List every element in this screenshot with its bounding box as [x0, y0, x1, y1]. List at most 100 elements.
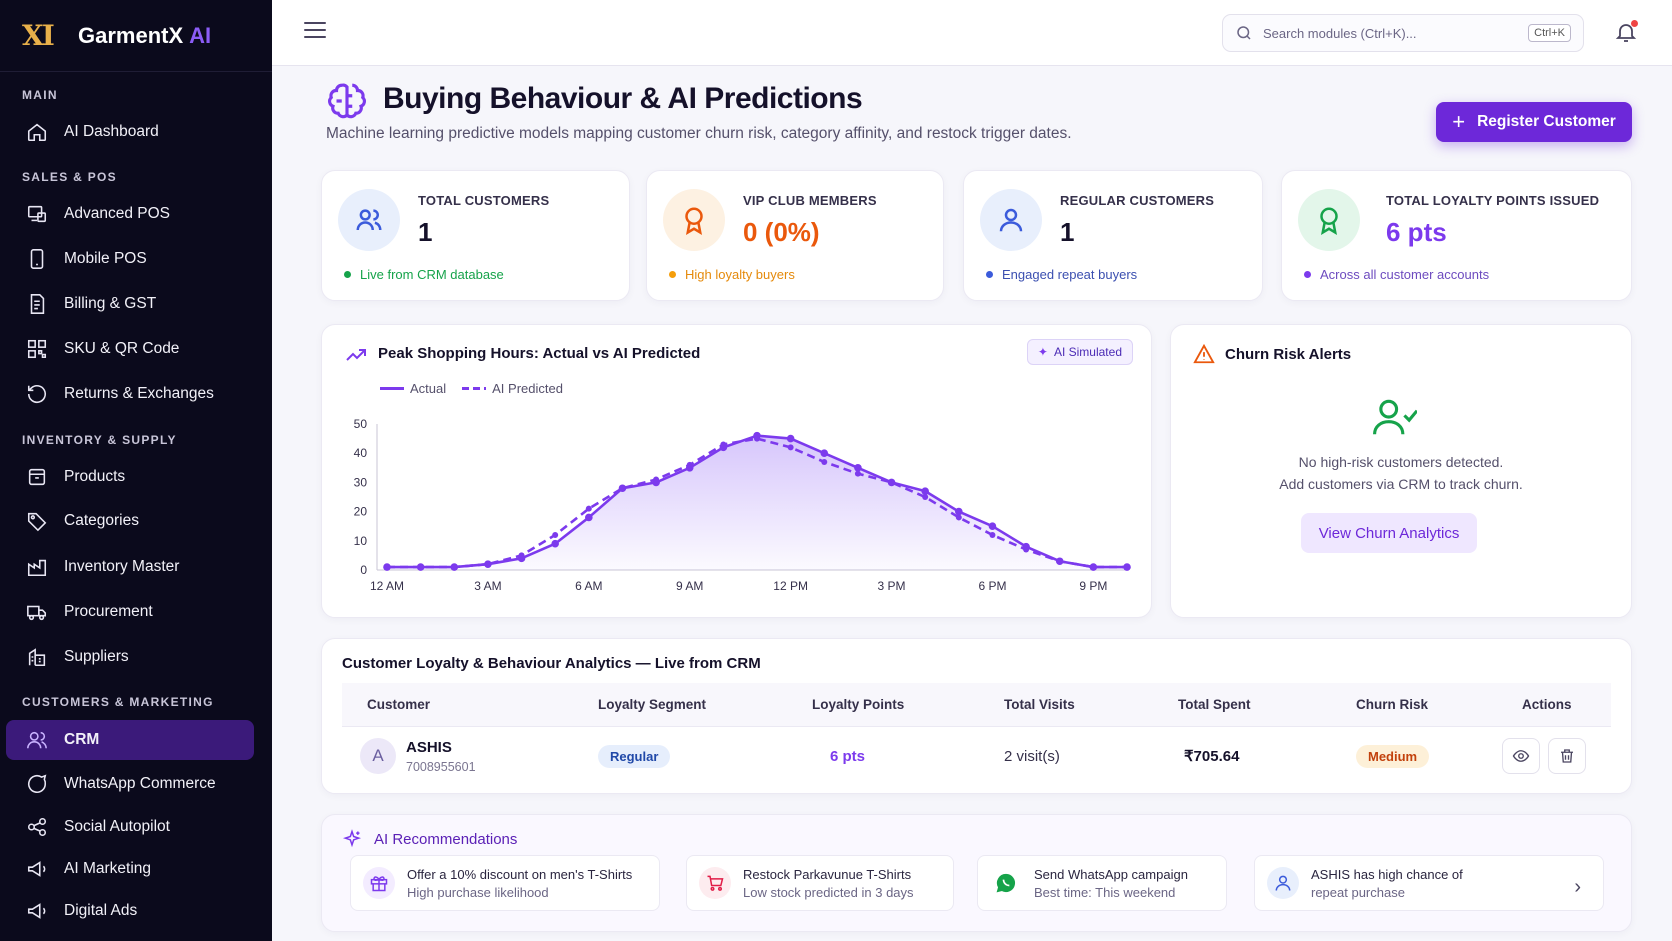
point-predicted [720, 441, 727, 448]
sidebar-item-mobile-pos[interactable]: Mobile POS [6, 239, 254, 279]
loyalty-table-card: Customer Loyalty & Behaviour Analytics —… [321, 638, 1632, 794]
nav-section-customers: CUSTOMERS & MARKETING [22, 695, 214, 709]
chart-card: Peak Shopping Hours: Actual vs AI Predic… [321, 324, 1152, 618]
menu-toggle-icon[interactable] [304, 22, 326, 42]
point-actual [955, 507, 963, 516]
col-customer[interactable]: Customer [367, 697, 431, 712]
point-predicted [821, 458, 828, 465]
chart-title: Peak Shopping Hours: Actual vs AI Predic… [378, 345, 701, 362]
stat-value: 1 [418, 217, 433, 247]
point-actual [988, 522, 997, 530]
x-tick-label: 3 AM [474, 579, 501, 593]
point-predicted [451, 564, 458, 571]
megaphone-icon [27, 861, 46, 877]
x-tick-label: 12 AM [370, 579, 404, 593]
stat-note: Across all customer accounts [1304, 267, 1489, 282]
sidebar-item-categories[interactable]: Categories [6, 501, 254, 541]
search-input[interactable] [1263, 25, 1523, 41]
churn-heading: Churn Risk Alerts [1193, 343, 1351, 365]
x-tick-label: 12 PM [773, 579, 808, 593]
sidebar-item-returns[interactable]: Returns & Exchanges [6, 374, 254, 414]
stat-card-total-customers: TOTAL CUSTOMERS 1 Live from CRM database [321, 170, 630, 301]
stat-value: 0 (0%) [743, 217, 820, 247]
pos-icon [27, 205, 47, 223]
view-button[interactable] [1502, 738, 1540, 774]
chevron-right-icon[interactable]: › [1574, 876, 1581, 898]
sparkle-icon [342, 829, 362, 848]
spent-cell: ₹705.64 [1184, 748, 1240, 765]
truck-icon [27, 605, 47, 621]
award-icon [663, 189, 725, 251]
customer-name: ASHIS [406, 738, 452, 756]
stat-note: Live from CRM database [344, 267, 504, 282]
col-visits[interactable]: Total Visits [1004, 697, 1075, 712]
point-predicted [1056, 558, 1063, 565]
line-chart: 0 10 20 30 40 50 12 AM 3 AM 6 AM 9 AM 12 PM 3 PM 6 P… [354, 417, 1131, 593]
sidebar: XI GarmentX AI MAIN AI Dashboard SALES & … [0, 0, 272, 941]
point-predicted [1023, 546, 1030, 553]
col-segment[interactable]: Loyalty Segment [598, 697, 707, 712]
whatsapp-icon [990, 867, 1022, 899]
megaphone-icon [27, 903, 46, 919]
delete-button[interactable] [1548, 738, 1586, 774]
nav-section-sales: SALES & POS [22, 170, 117, 184]
churn-card: Churn Risk Alerts No high-risk customers… [1170, 324, 1632, 618]
topbar: Ctrl+K [272, 0, 1672, 66]
factory-icon [27, 559, 47, 577]
sidebar-item-ai-dashboard[interactable]: AI Dashboard [6, 112, 254, 152]
col-points[interactable]: Loyalty Points [812, 697, 905, 712]
recommendation-item[interactable]: Send WhatsApp campaign Best time: This we… [977, 855, 1227, 911]
trash-icon [1561, 749, 1573, 763]
sidebar-item-social[interactable]: Social Autopilot [6, 807, 254, 847]
award-icon [1298, 189, 1360, 251]
point-predicted [1090, 564, 1097, 571]
point-predicted [754, 435, 760, 442]
sidebar-item-crm[interactable]: CRM [6, 720, 254, 760]
ai-recommendations-card: AI Recommendations Offer a 10% discount … [321, 814, 1632, 932]
billing-icon [30, 294, 45, 314]
search-box[interactable]: Ctrl+K [1222, 14, 1584, 52]
table-row[interactable]: A ASHIS 7008955601 Regular 6 pts 2 visit… [342, 727, 1611, 785]
sidebar-item-sku-qr[interactable]: SKU & QR Code [6, 329, 254, 369]
recommendation-item[interactable]: Restock Parkavunue T-Shirts Low stock pre… [686, 855, 954, 911]
user-icon [980, 189, 1042, 251]
recommendation-item[interactable]: Offer a 10% discount on men's T-Shirts Hi… [350, 855, 660, 911]
sidebar-item-inventory-master[interactable]: Inventory Master [6, 547, 254, 587]
point-predicted [787, 444, 794, 451]
x-tick-label: 9 PM [1079, 579, 1107, 593]
sidebar-item-procurement[interactable]: Procurement [6, 592, 254, 632]
x-tick-label: 3 PM [878, 579, 906, 593]
churn-message: No high-risk customers detected. Add cus… [1279, 454, 1523, 492]
stat-value: 1 [1060, 217, 1075, 247]
col-risk[interactable]: Churn Risk [1356, 697, 1429, 712]
share-icon [27, 817, 47, 837]
point-predicted [955, 514, 962, 521]
sidebar-item-advanced-pos[interactable]: Advanced POS [6, 194, 254, 234]
col-spent[interactable]: Total Spent [1178, 697, 1251, 712]
sidebar-item-ai-marketing[interactable]: AI Marketing [6, 849, 254, 889]
recommendation-item[interactable]: ASHIS has high chance of repeat purchase … [1254, 855, 1604, 911]
sidebar-item-digital-ads[interactable]: Digital Ads [6, 891, 254, 931]
sidebar-item-products[interactable]: Products [6, 457, 254, 497]
cart-icon [699, 867, 731, 899]
point-predicted [417, 564, 424, 571]
y-tick-label: 20 [354, 505, 368, 519]
sidebar-item-whatsapp[interactable]: WhatsApp Commerce [6, 764, 254, 804]
point-predicted [585, 505, 592, 512]
sidebar-item-suppliers[interactable]: Suppliers [6, 637, 254, 677]
home-icon [27, 123, 47, 142]
point-actual [551, 539, 559, 548]
point-predicted [686, 461, 693, 468]
brand[interactable]: XI GarmentX AI [0, 0, 272, 72]
eye-icon [1512, 750, 1530, 762]
notifications-bell-icon[interactable] [1614, 20, 1638, 44]
page-title: Buying Behaviour & AI Predictions [383, 82, 863, 115]
register-customer-button[interactable]: + Register Customer [1436, 102, 1632, 142]
sidebar-item-billing[interactable]: Billing & GST [6, 284, 254, 324]
view-churn-analytics-button[interactable]: View Churn Analytics [1301, 513, 1477, 553]
actions-cell [1502, 727, 1594, 785]
point-predicted [653, 476, 660, 483]
ai-simulated-badge[interactable]: ✦ AI Simulated [1026, 339, 1133, 365]
stat-card-loyalty-points: TOTAL LOYALTY POINTS ISSUED 6 pts Across… [1281, 170, 1632, 301]
y-tick-label: 10 [354, 534, 368, 548]
